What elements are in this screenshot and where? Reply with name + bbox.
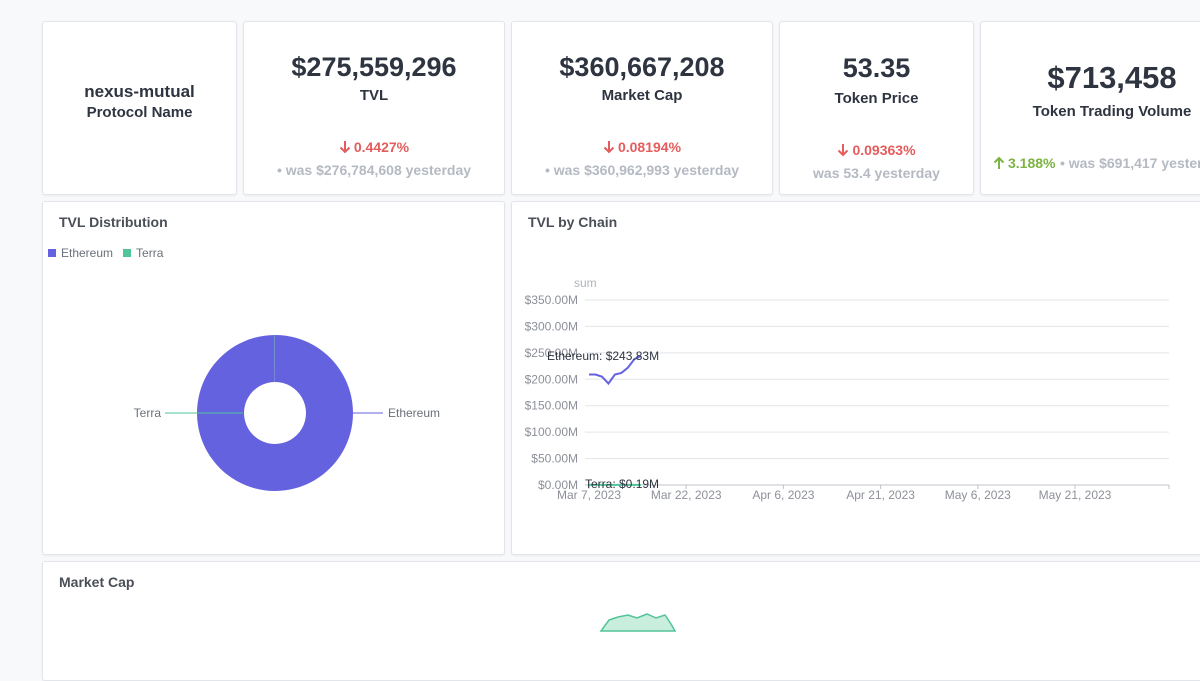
market-cap-was-suffix: yesterday xyxy=(674,162,739,178)
token-price-card: 53.35 Token Price 0.09363% was 53.4 yest… xyxy=(779,21,974,195)
slice-label-ethereum: Ethereum xyxy=(388,406,440,420)
tvl-distribution-panel: TVL Distribution Ethereum Terra Ethereum… xyxy=(42,201,505,555)
x-tick-label: Apr 21, 2023 xyxy=(846,488,915,502)
market-cap-change: 0.08194% xyxy=(512,139,772,155)
trading-volume-label: Token Trading Volume xyxy=(981,103,1200,120)
trading-volume-was-value: • was $691,417 xyxy=(1060,155,1158,171)
x-tick-label: Mar 22, 2023 xyxy=(651,488,722,502)
tvl-change: 0.4427% xyxy=(244,139,504,155)
trading-volume-change: 3.188% xyxy=(993,155,1055,171)
tvl-change-text: 0.4427% xyxy=(354,139,409,155)
market-cap-was-value: • was $360,962,993 xyxy=(545,162,670,178)
trading-volume-change-text: 3.188% xyxy=(1008,155,1055,171)
trading-volume-change-row: 3.188% • was $691,417 yesterday xyxy=(993,155,1200,173)
tvl-was: • was $276,784,608 yesterday xyxy=(244,162,504,178)
protocol-card: nexus-mutual Protocol Name xyxy=(42,21,237,195)
y-axis-title: sum xyxy=(574,276,597,290)
slice-label-terra: Terra xyxy=(134,406,162,420)
token-price-label: Token Price xyxy=(780,90,973,107)
grid xyxy=(585,300,1169,485)
tvl-value: $275,559,296 xyxy=(244,54,504,81)
arrow-down-icon xyxy=(603,140,615,154)
y-tick-label: $50.00M xyxy=(531,452,578,466)
market-cap-area xyxy=(601,614,675,631)
terra-series-label: Terra: $0.19M xyxy=(585,477,659,491)
ethereum-series-label: Ethereum: $243.83M xyxy=(547,349,659,363)
x-tick-label: May 6, 2023 xyxy=(945,488,1011,502)
y-tick-label: $150.00M xyxy=(525,399,578,413)
market-cap-card: $360,667,208 Market Cap 0.08194% • was $… xyxy=(511,21,773,195)
y-axis-ticks: $0.00M$50.00M$100.00M$150.00M$200.00M$25… xyxy=(525,293,578,492)
protocol-name-label: Protocol Name xyxy=(43,104,236,121)
y-tick-label: $300.00M xyxy=(525,319,578,333)
trading-volume-was: • was $691,417 yesterday xyxy=(1060,155,1200,171)
market-cap-label: Market Cap xyxy=(512,87,772,104)
market-cap-value: $360,667,208 xyxy=(512,54,772,81)
protocol-name: nexus-mutual xyxy=(43,82,236,102)
tvl-card: $275,559,296 TVL 0.4427% • was $276,784,… xyxy=(243,21,505,195)
x-tick-label: Apr 6, 2023 xyxy=(752,488,814,502)
tvl-distribution-chart: Ethereum Terra xyxy=(43,256,505,555)
market-cap-chart xyxy=(43,562,1200,681)
token-price-value: 53.35 xyxy=(780,55,973,82)
tvl-label: TVL xyxy=(244,87,504,104)
tvl-was-suffix: yesterday xyxy=(406,162,471,178)
token-price-change-text: 0.09363% xyxy=(852,142,915,158)
tvl-by-chain-panel: TVL by Chain sum $0.00M$50.00M$100.00M$1… xyxy=(511,201,1200,555)
market-cap-change-text: 0.08194% xyxy=(618,139,681,155)
pie-group: Ethereum Terra xyxy=(134,335,440,491)
series xyxy=(589,356,641,485)
market-cap-panel: Market Cap xyxy=(42,561,1200,681)
y-tick-label: $200.00M xyxy=(525,372,578,386)
tvl-was-value: • was $276,784,608 xyxy=(277,162,402,178)
y-tick-label: $350.00M xyxy=(525,293,578,307)
tvl-by-chain-chart: sum $0.00M$50.00M$100.00M$150.00M$200.00… xyxy=(512,202,1200,555)
y-tick-label: $100.00M xyxy=(525,425,578,439)
trading-volume-was-suffix: yesterday xyxy=(1161,155,1200,171)
arrow-up-icon xyxy=(993,156,1005,170)
trading-volume-card: $713,458 Token Trading Volume 3.188% • w… xyxy=(980,21,1200,195)
token-price-was: was 53.4 yesterday xyxy=(780,165,973,181)
trading-volume-value: $713,458 xyxy=(981,62,1200,93)
arrow-down-icon xyxy=(837,143,849,157)
market-cap-was: • was $360,962,993 yesterday xyxy=(512,162,772,178)
token-price-was-suffix: yesterday xyxy=(875,165,940,181)
token-price-change: 0.09363% xyxy=(780,142,973,158)
token-price-was-value: was 53.4 xyxy=(813,165,871,181)
x-tick-label: May 21, 2023 xyxy=(1039,488,1112,502)
arrow-down-icon xyxy=(339,140,351,154)
panel-title: TVL Distribution xyxy=(59,214,168,230)
